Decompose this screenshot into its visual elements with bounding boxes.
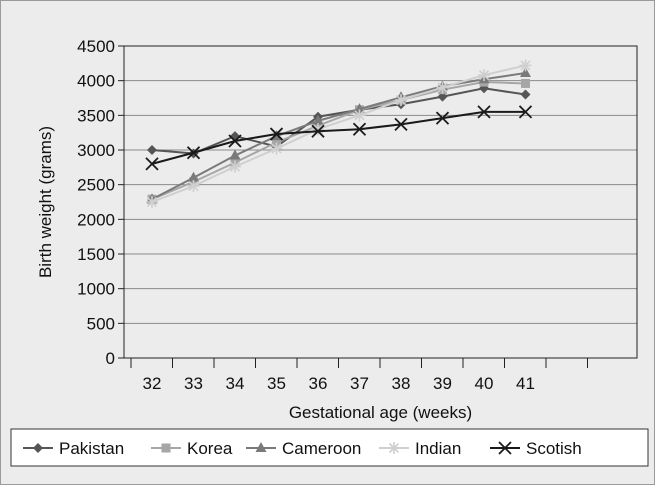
y-tick-label: 4000 bbox=[77, 72, 115, 91]
x-tick-label: 41 bbox=[516, 374, 535, 393]
legend-label: Indian bbox=[415, 439, 461, 458]
gridlines bbox=[124, 45, 637, 324]
x-tick-label: 37 bbox=[350, 374, 369, 393]
legend-marker bbox=[388, 442, 400, 454]
data-point bbox=[229, 160, 241, 173]
series-scotish bbox=[145, 105, 533, 171]
data-point bbox=[146, 196, 158, 208]
data-point bbox=[395, 94, 407, 107]
x-tick-label: 32 bbox=[143, 374, 162, 393]
y-tick-label: 2500 bbox=[77, 176, 115, 195]
data-point bbox=[520, 89, 531, 100]
legend-marker bbox=[161, 443, 171, 453]
legend-item: Scotish bbox=[490, 439, 582, 458]
data-point bbox=[477, 105, 491, 119]
y-tick-label: 3500 bbox=[77, 106, 115, 125]
legend-marker bbox=[498, 441, 512, 455]
legend-marker bbox=[255, 442, 267, 452]
x-tick-label: 40 bbox=[475, 374, 494, 393]
y-tick-label: 0 bbox=[106, 349, 115, 368]
data-point bbox=[228, 134, 242, 148]
legend-entries: Pakistan Korea Cameroon Indian Scotish bbox=[23, 439, 582, 458]
series-indian bbox=[146, 59, 532, 208]
data-point bbox=[435, 111, 450, 125]
data-point bbox=[354, 103, 365, 114]
data-point bbox=[272, 137, 281, 147]
x-tick-label: 33 bbox=[184, 374, 203, 393]
series-line bbox=[151, 110, 526, 165]
data-point bbox=[147, 145, 157, 155]
legend-item: Pakistan bbox=[23, 439, 124, 458]
data-point bbox=[436, 81, 449, 94]
data-point bbox=[145, 157, 159, 171]
series-line bbox=[151, 64, 526, 203]
legend-item: Korea bbox=[151, 439, 233, 458]
data-point bbox=[518, 105, 533, 119]
x-axis-title: Gestational age (weeks) bbox=[289, 403, 472, 422]
data-point bbox=[311, 124, 325, 138]
x-tick-label: 34 bbox=[226, 374, 245, 393]
series-line bbox=[151, 87, 526, 155]
series-line bbox=[151, 72, 526, 201]
y-tick-label: 3000 bbox=[77, 141, 115, 160]
data-point bbox=[269, 127, 284, 141]
y-tick-label: 1000 bbox=[77, 280, 115, 299]
legend-label: Scotish bbox=[526, 439, 582, 458]
x-tick-label: 35 bbox=[267, 374, 286, 393]
y-tick-label: 500 bbox=[87, 314, 115, 333]
plot-area bbox=[123, 45, 638, 359]
legend bbox=[10, 428, 649, 467]
legend-item: Indian bbox=[379, 439, 461, 458]
y-axis-title: Birth weight (grams) bbox=[36, 126, 55, 278]
x-tick-label: 39 bbox=[433, 374, 452, 393]
data-point bbox=[394, 117, 408, 131]
legend-label: Pakistan bbox=[59, 439, 124, 458]
legend-label: Cameroon bbox=[282, 439, 361, 458]
data-point bbox=[229, 149, 241, 160]
data-point bbox=[187, 180, 200, 193]
y-tick-label: 4500 bbox=[77, 37, 115, 56]
legend-item: Cameroon bbox=[246, 439, 361, 458]
series-line bbox=[151, 81, 526, 201]
y-tick-label: 2000 bbox=[77, 210, 115, 229]
data-point bbox=[478, 69, 490, 82]
data-point bbox=[353, 109, 366, 122]
y-axis-ticks: 0 500 1000 1500 2000 2500 3000 3500 4000 4500 bbox=[77, 37, 124, 368]
series-group bbox=[145, 59, 533, 208]
legend-marker bbox=[33, 443, 43, 453]
data-point bbox=[186, 146, 201, 160]
y-tick-label: 1500 bbox=[77, 245, 115, 264]
x-tick-label: 38 bbox=[392, 374, 411, 393]
series-pakistan bbox=[147, 83, 531, 159]
data-point bbox=[312, 123, 324, 136]
data-point bbox=[352, 122, 367, 136]
data-point bbox=[520, 67, 531, 78]
data-point bbox=[188, 171, 199, 182]
legend-label: Korea bbox=[187, 439, 233, 458]
data-point bbox=[270, 142, 283, 155]
x-tick-label: 36 bbox=[309, 374, 328, 393]
data-point bbox=[521, 78, 530, 88]
x-axis-ticks: 32 33 34 35 36 37 38 39 40 41 bbox=[130, 358, 588, 393]
data-point bbox=[519, 59, 532, 72]
data-point bbox=[312, 114, 324, 125]
series-cameroon bbox=[146, 67, 531, 204]
